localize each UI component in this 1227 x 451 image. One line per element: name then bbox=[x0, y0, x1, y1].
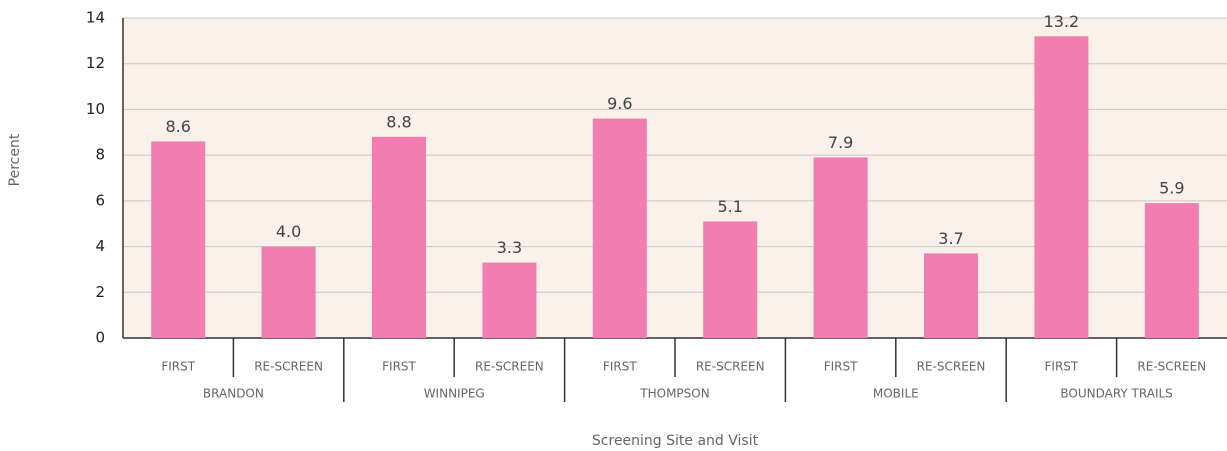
y-tick-label: 8 bbox=[95, 146, 105, 164]
group-label: MOBILE bbox=[873, 387, 919, 401]
data-label: 3.3 bbox=[497, 238, 522, 257]
bar bbox=[813, 157, 868, 338]
bar bbox=[482, 262, 537, 338]
y-tick-label: 12 bbox=[86, 54, 105, 72]
y-tick-label: 6 bbox=[95, 191, 105, 209]
bar bbox=[1034, 36, 1089, 339]
group-label: THOMPSON bbox=[639, 387, 709, 401]
x-tick-label: RE-SCREEN bbox=[254, 360, 323, 374]
x-axis-title: Screening Site and Visit bbox=[592, 433, 759, 449]
x-tick-label: FIRST bbox=[824, 360, 858, 374]
x-tick-label: FIRST bbox=[1045, 360, 1079, 374]
data-label: 5.9 bbox=[1159, 179, 1184, 198]
x-tick-label: FIRST bbox=[382, 360, 416, 374]
data-label: 3.7 bbox=[938, 229, 963, 248]
data-label: 9.6 bbox=[607, 94, 632, 113]
bar bbox=[592, 118, 647, 338]
x-tick-label: FIRST bbox=[161, 360, 195, 374]
x-tick-label: RE-SCREEN bbox=[696, 360, 765, 374]
y-tick-label: 2 bbox=[95, 283, 105, 301]
y-tick-label: 4 bbox=[95, 237, 105, 255]
bar bbox=[924, 253, 978, 338]
y-tick-label: 10 bbox=[86, 100, 105, 118]
data-label: 7.9 bbox=[828, 133, 853, 152]
bar bbox=[151, 141, 206, 338]
data-label: 5.1 bbox=[717, 197, 742, 216]
y-tick-label: 0 bbox=[95, 329, 105, 347]
data-label: 13.2 bbox=[1044, 12, 1080, 31]
bar bbox=[372, 136, 426, 338]
x-tick-label: RE-SCREEN bbox=[1137, 360, 1206, 374]
bar bbox=[261, 246, 316, 338]
y-axis-title: Percent bbox=[7, 133, 23, 186]
data-label: 8.6 bbox=[165, 117, 190, 136]
x-tick-label: RE-SCREEN bbox=[917, 360, 986, 374]
x-tick-label: RE-SCREEN bbox=[475, 360, 544, 374]
x-tick-label: FIRST bbox=[603, 360, 637, 374]
group-label: WINNIPEG bbox=[424, 387, 485, 401]
y-tick-label: 14 bbox=[86, 9, 105, 27]
bar bbox=[1144, 203, 1199, 338]
group-label: BRANDON bbox=[203, 387, 264, 401]
group-label: BOUNDARY TRAILS bbox=[1060, 387, 1172, 401]
data-label: 8.8 bbox=[386, 112, 411, 131]
bar bbox=[703, 221, 758, 338]
data-label: 4.0 bbox=[276, 222, 301, 241]
